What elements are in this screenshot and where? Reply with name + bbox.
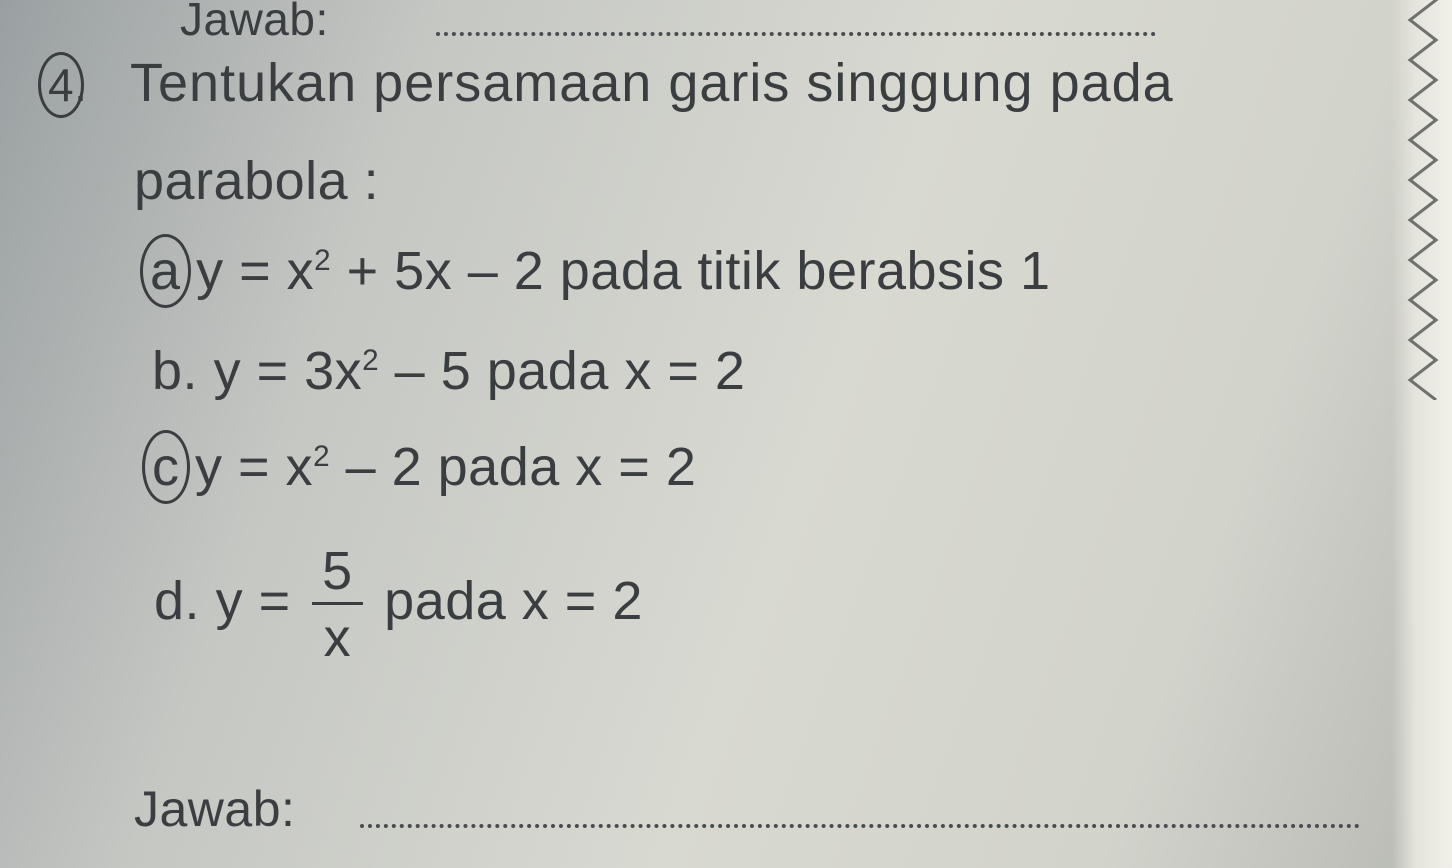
item-b: b. y = 3x2 – 5 pada x = 2 [152, 340, 745, 402]
item-d: d. y = 5x pada x = 2 [154, 544, 643, 665]
item-a-letter: a [150, 240, 181, 302]
bottom-jawab-label: Jawab: [134, 780, 295, 838]
item-a: a y = x2 + 5x – 2 pada titik berabsis 1 [150, 240, 1051, 302]
top-answer-dotted-line [436, 32, 1156, 36]
item-b-exp: 2 [362, 344, 379, 377]
item-c-eq-suffix: – 2 pada x = 2 [330, 437, 696, 497]
worksheet-page: Jawab: 4. Tentukan persamaan garis singg… [0, 0, 1452, 868]
bottom-answer-dotted-line [360, 824, 1360, 828]
item-a-eq-suffix: + 5x – 2 pada titik berabsis 1 [331, 241, 1050, 301]
item-b-eq-suffix: – 5 pada x = 2 [379, 341, 745, 401]
item-d-eq-left: y = [216, 571, 307, 631]
item-a-eq-prefix: y = x [196, 241, 314, 301]
item-d-eq-right: pada x = 2 [369, 571, 643, 631]
question-number-circle: 4 [48, 58, 74, 112]
item-c: c y = x2 – 2 pada x = 2 [152, 436, 696, 498]
item-b-letter: b. [152, 341, 198, 401]
item-c-exp: 2 [313, 440, 330, 473]
item-d-frac-den: x [312, 605, 363, 665]
item-d-frac-num: 5 [312, 544, 363, 605]
question-text-line2: parabola : [134, 150, 379, 212]
top-jawab-label: Jawab: [180, 0, 329, 46]
question-number: 4. [48, 58, 87, 112]
item-d-fraction: 5x [312, 544, 363, 665]
item-c-eq-prefix: y = x [195, 437, 313, 497]
page-edge-zigzag-icon [1400, 0, 1446, 400]
item-d-letter: d. [154, 571, 200, 631]
question-text-line1: Tentukan persamaan garis singgung pada [130, 52, 1174, 114]
item-c-letter: c [152, 436, 180, 498]
item-b-eq-prefix: y = 3x [214, 341, 363, 401]
item-a-exp: 2 [314, 244, 331, 277]
